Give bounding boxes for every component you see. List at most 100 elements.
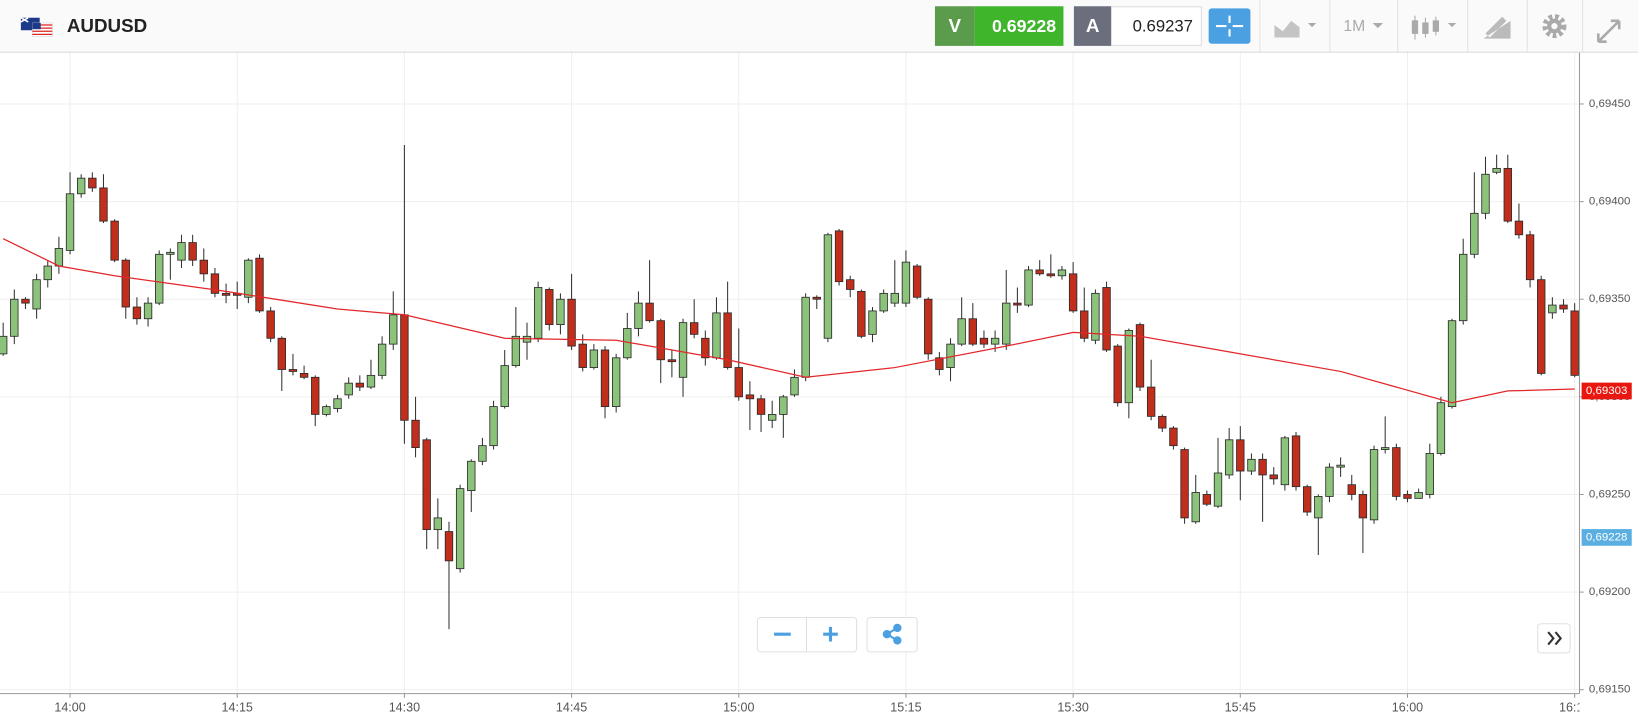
ask-label-box[interactable] [1073, 6, 1112, 46]
ask-box[interactable] [1110, 6, 1202, 46]
candle-body [979, 337, 989, 345]
fullscreen-button[interactable] [1596, 19, 1621, 44]
candle-body [366, 374, 376, 388]
candle-body [924, 298, 933, 355]
candle-body [1548, 304, 1557, 314]
candle-body [1013, 302, 1022, 306]
candle-body [1514, 220, 1524, 236]
candle-body [846, 279, 855, 290]
candle-body [1146, 386, 1156, 417]
candle-body [333, 398, 342, 409]
candle-body [1213, 472, 1223, 507]
candle-body [935, 357, 944, 370]
candle-body [868, 310, 877, 335]
candle-body [1224, 439, 1234, 476]
candle-body [690, 322, 699, 335]
interval-label[interactable]: 1M [1343, 18, 1365, 35]
settings-button[interactable] [1542, 14, 1567, 39]
candle-body [1302, 486, 1312, 513]
candle-body [1492, 167, 1501, 173]
candle-body [1525, 234, 1535, 281]
candle-body [143, 302, 153, 320]
candle-body [444, 531, 454, 562]
x-tick-label: 15:30 [1057, 701, 1088, 715]
candle-body [221, 292, 231, 296]
share-button[interactable] [866, 616, 918, 653]
candle-style-button[interactable] [1411, 15, 1457, 40]
candle-body [299, 372, 309, 378]
y-tick-label: 0,69200 [1589, 586, 1631, 598]
candle-body [389, 314, 398, 345]
candle-body [1314, 496, 1323, 519]
candle-body [1102, 287, 1111, 351]
candle-body [589, 349, 599, 368]
candle-body [155, 253, 164, 304]
candle-body [1269, 474, 1278, 480]
x-tick-label: 15:00 [723, 701, 754, 715]
candle-body [1024, 269, 1033, 306]
crosshair-button[interactable] [1208, 8, 1251, 44]
bid-box[interactable] [974, 6, 1064, 46]
candle-body [1202, 494, 1212, 505]
candle-body [678, 322, 688, 378]
candle-body [377, 343, 387, 376]
candle-body [667, 359, 677, 363]
candle-body [879, 292, 888, 312]
candle-body [1135, 324, 1145, 388]
candle-body [578, 343, 587, 368]
y-tick-label: 0,69450 [1589, 98, 1631, 110]
candle-body [400, 314, 409, 421]
candle-body [1068, 273, 1078, 312]
candle-body [32, 279, 41, 310]
candle-body [1369, 449, 1379, 521]
candle-body [801, 296, 810, 378]
share-icon [882, 623, 902, 645]
toolbar [0, 0, 1638, 53]
candle-body [411, 419, 420, 449]
candle-body [634, 302, 643, 329]
candle-body [1503, 167, 1512, 222]
candle-body [1436, 402, 1446, 454]
candle-body [834, 230, 844, 283]
candle-body [1191, 492, 1200, 523]
candle-body [210, 273, 220, 294]
candle-body [65, 193, 75, 251]
candle-body [768, 413, 777, 421]
plot: 14:00 14:15 14:30 14:45 15:00 15:15 15:30 15:45… [0, 52, 1632, 715]
y-tick-label: 0,69250 [1589, 489, 1631, 501]
candle-body [132, 306, 142, 320]
price-tag-label: 0,69228 [1586, 531, 1628, 543]
candle-body [1247, 458, 1256, 472]
candle-body [957, 318, 966, 345]
candle-body [968, 318, 977, 345]
x-tick-label: 14:30 [389, 701, 420, 715]
candle-body [121, 259, 130, 308]
draw-button[interactable] [1483, 16, 1511, 39]
candle-body [1459, 253, 1468, 322]
candle-body [857, 290, 866, 337]
candle-body [511, 335, 521, 367]
candle-body [0, 335, 8, 355]
chart-type-button[interactable] [1274, 20, 1317, 38]
candle-body [177, 242, 186, 261]
zoom-in-button[interactable] [823, 626, 838, 642]
candle-body [199, 259, 208, 275]
bid-label-box[interactable] [934, 6, 975, 46]
candle-body [355, 382, 364, 388]
bid-label: V [949, 15, 962, 36]
candle-body [912, 265, 922, 298]
candle-body [1537, 279, 1546, 374]
scroll-right-icon [1547, 631, 1563, 646]
x-tick-label: 16:00 [1392, 701, 1423, 715]
axis-labels: 14:00 14:15 14:30 14:45 15:00 15:15 15:30 15:45… [54, 701, 1579, 715]
candle-body [1381, 447, 1390, 450]
x-tick-label: 14:45 [556, 701, 587, 715]
price-tag [1581, 529, 1632, 546]
interval-arrow [1372, 22, 1384, 29]
candle-body [611, 357, 621, 408]
candle-body [545, 289, 554, 326]
candle-body [556, 298, 565, 326]
candle-body [1258, 458, 1267, 476]
